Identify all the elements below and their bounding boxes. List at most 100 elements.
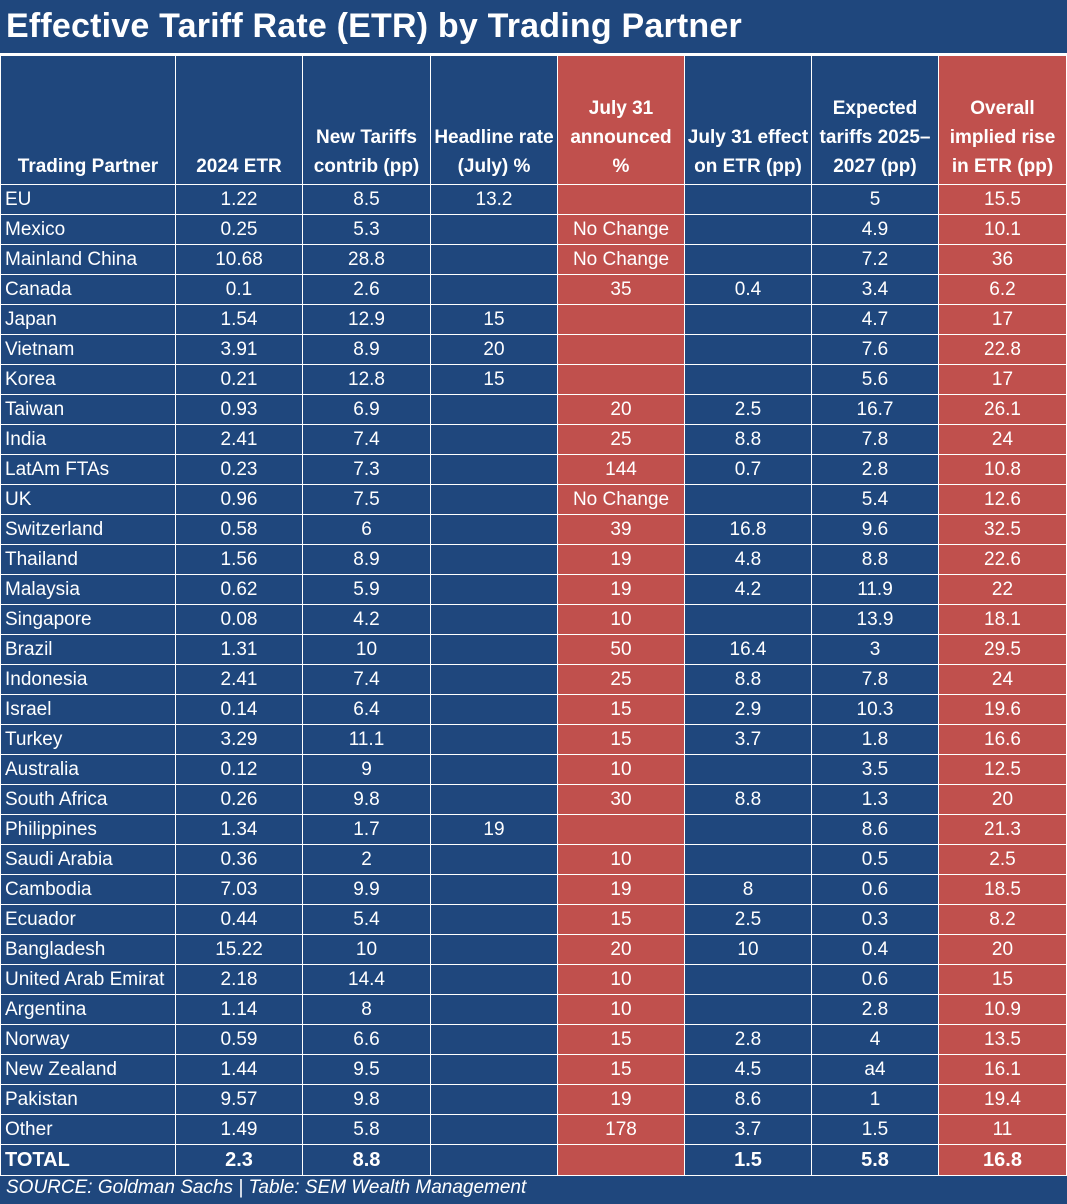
cell-headline-rate: 13.2 (430, 184, 558, 215)
cell-headline-rate (430, 484, 558, 515)
cell-overall-rise: 8.2 (938, 904, 1067, 935)
cell-july31-announced: 15 (557, 904, 685, 935)
cell-etr-2024: 1.31 (175, 634, 303, 665)
cell-new-tariffs: 9.8 (302, 1084, 431, 1115)
table-row: India 2.41 7.4 25 8.8 7.8 24 (0, 424, 1067, 455)
cell-etr-2024: 3.29 (175, 724, 303, 755)
cell-partner: Thailand (0, 544, 176, 575)
cell-july31-effect: 2.9 (684, 694, 812, 725)
cell-july31-announced: 144 (557, 454, 685, 485)
page-title: Effective Tariff Rate (ETR) by Trading P… (6, 7, 742, 45)
cell-new-tariffs: 8.9 (302, 544, 431, 575)
cell-july31-effect (684, 184, 812, 215)
cell-overall-rise: 10.8 (938, 454, 1067, 485)
cell-partner: Philippines (0, 814, 176, 845)
cell-new-tariffs: 5.9 (302, 574, 431, 605)
cell-headline-rate: 19 (430, 814, 558, 845)
cell-etr-2024: 0.93 (175, 394, 303, 425)
cell-july31-announced (557, 334, 685, 365)
cell-overall-rise: 24 (938, 424, 1067, 455)
cell-expected-tariffs: 0.6 (811, 964, 939, 995)
table-row: Canada 0.1 2.6 35 0.4 3.4 6.2 (0, 274, 1067, 305)
cell-partner: Indonesia (0, 664, 176, 695)
cell-etr-2024: 0.14 (175, 694, 303, 725)
cell-partner: Turkey (0, 724, 176, 755)
table-row: Indonesia 2.41 7.4 25 8.8 7.8 24 (0, 664, 1067, 695)
cell-new-tariffs: 14.4 (302, 964, 431, 995)
cell-july31-announced: 19 (557, 544, 685, 575)
cell-new-tariffs: 12.8 (302, 364, 431, 395)
table-row: Turkey 3.29 11.1 15 3.7 1.8 16.6 (0, 724, 1067, 755)
cell-july31-announced: No Change (557, 214, 685, 245)
cell-overall-rise: 18.5 (938, 874, 1067, 905)
cell-expected-tariffs: 7.6 (811, 334, 939, 365)
cell-july31-effect (684, 364, 812, 395)
cell-overall-rise: 18.1 (938, 604, 1067, 635)
cell-new-tariffs: 10 (302, 634, 431, 665)
cell-july31-effect: 4.8 (684, 544, 812, 575)
cell-etr-2024: 0.62 (175, 574, 303, 605)
cell-new-tariffs: 11.1 (302, 724, 431, 755)
cell-etr-2024: 10.68 (175, 244, 303, 275)
cell-july31-announced: 15 (557, 694, 685, 725)
table-row: Other 1.49 5.8 178 3.7 1.5 11 (0, 1114, 1067, 1145)
cell-expected-tariffs: 5.8 (811, 1144, 939, 1176)
cell-headline-rate (430, 424, 558, 455)
table-row: Pakistan 9.57 9.8 19 8.6 1 19.4 (0, 1084, 1067, 1115)
cell-etr-2024: 0.23 (175, 454, 303, 485)
table-body: EU 1.22 8.5 13.2 5 15.5 Mexico 0.25 5.3 No Change… (0, 184, 1067, 1176)
cell-july31-effect (684, 244, 812, 275)
cell-july31-effect: 8.8 (684, 424, 812, 455)
cell-expected-tariffs: 2.8 (811, 454, 939, 485)
cell-july31-effect: 0.7 (684, 454, 812, 485)
header-overall-rise: Overall implied rise in ETR (pp) (938, 55, 1067, 185)
header-row: Trading Partner 2024 ETR New Tariffs con… (0, 55, 1067, 185)
cell-overall-rise: 32.5 (938, 514, 1067, 545)
cell-july31-announced: 10 (557, 754, 685, 785)
cell-overall-rise: 13.5 (938, 1024, 1067, 1055)
cell-new-tariffs: 2.6 (302, 274, 431, 305)
cell-july31-announced: 10 (557, 994, 685, 1025)
cell-partner: Pakistan (0, 1084, 176, 1115)
cell-partner: Australia (0, 754, 176, 785)
cell-overall-rise: 17 (938, 304, 1067, 335)
cell-headline-rate (430, 664, 558, 695)
cell-etr-2024: 0.26 (175, 784, 303, 815)
cell-partner: Cambodia (0, 874, 176, 905)
cell-july31-effect: 8.8 (684, 784, 812, 815)
cell-partner: Brazil (0, 634, 176, 665)
cell-new-tariffs: 7.4 (302, 664, 431, 695)
cell-new-tariffs: 4.2 (302, 604, 431, 635)
cell-expected-tariffs: 5.6 (811, 364, 939, 395)
cell-overall-rise: 10.9 (938, 994, 1067, 1025)
cell-headline-rate (430, 784, 558, 815)
cell-partner: Ecuador (0, 904, 176, 935)
table-row: UK 0.96 7.5 No Change 5.4 12.6 (0, 484, 1067, 515)
table-row: Saudi Arabia 0.36 2 10 0.5 2.5 (0, 844, 1067, 875)
cell-partner: Taiwan (0, 394, 176, 425)
table-row: Malaysia 0.62 5.9 19 4.2 11.9 22 (0, 574, 1067, 605)
cell-july31-announced: 50 (557, 634, 685, 665)
cell-july31-announced: 20 (557, 934, 685, 965)
cell-headline-rate (430, 754, 558, 785)
cell-expected-tariffs: 0.6 (811, 874, 939, 905)
cell-overall-rise: 10.1 (938, 214, 1067, 245)
cell-new-tariffs: 7.3 (302, 454, 431, 485)
header-july31-effect: July 31 effect on ETR (pp) (684, 55, 812, 185)
cell-expected-tariffs: 7.8 (811, 664, 939, 695)
cell-partner: Saudi Arabia (0, 844, 176, 875)
cell-expected-tariffs: 4.9 (811, 214, 939, 245)
cell-expected-tariffs: a4 (811, 1054, 939, 1085)
cell-etr-2024: 0.96 (175, 484, 303, 515)
cell-july31-effect: 0.4 (684, 274, 812, 305)
cell-partner: New Zealand (0, 1054, 176, 1085)
cell-new-tariffs: 9.9 (302, 874, 431, 905)
cell-expected-tariffs: 2.8 (811, 994, 939, 1025)
cell-overall-rise: 19.4 (938, 1084, 1067, 1115)
cell-headline-rate (430, 454, 558, 485)
cell-july31-announced: 15 (557, 1024, 685, 1055)
cell-overall-rise: 20 (938, 784, 1067, 815)
cell-etr-2024: 0.21 (175, 364, 303, 395)
cell-expected-tariffs: 8.6 (811, 814, 939, 845)
